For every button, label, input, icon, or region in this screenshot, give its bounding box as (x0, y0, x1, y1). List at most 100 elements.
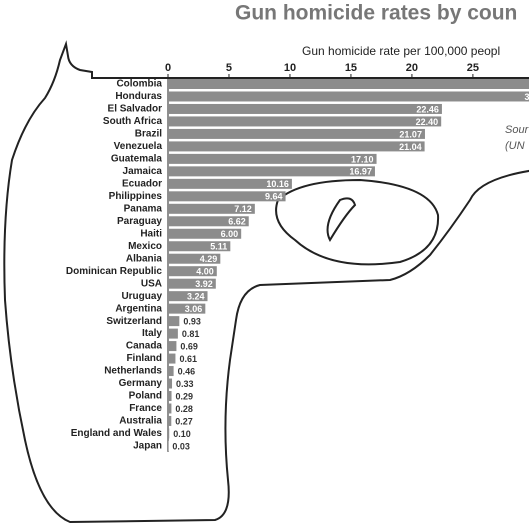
category-label: Italy (142, 328, 162, 339)
bar (168, 228, 242, 239)
value-label: 0.27 (175, 416, 193, 426)
bar (168, 128, 425, 139)
value-label: 0.29 (176, 391, 194, 401)
bar (168, 178, 292, 189)
value-label: 0.33 (176, 379, 194, 389)
category-label: Finland (126, 353, 162, 364)
value-label: 3.06 (185, 304, 203, 314)
category-label: El Salvador (108, 104, 163, 115)
value-label: 6.00 (221, 229, 239, 239)
value-label: 30. (524, 92, 529, 102)
category-label: Mexico (128, 241, 162, 252)
source: (UN (505, 140, 525, 152)
category-label: Brazil (135, 129, 162, 140)
bar (168, 79, 529, 89)
category-label: England and Wales (71, 428, 163, 439)
bar (168, 366, 174, 377)
category-label: Dominican Republic (66, 266, 163, 277)
category-label: Germany (119, 378, 163, 389)
x-tick-label: 10 (284, 62, 296, 74)
value-label: 0.69 (180, 341, 198, 351)
category-label: Netherlands (104, 366, 162, 377)
value-label: 0.03 (172, 441, 190, 451)
category-label: Venezuela (114, 141, 163, 152)
bar (168, 241, 231, 252)
bar (168, 141, 425, 152)
value-label: 7.12 (234, 204, 252, 214)
value-label: 4.29 (200, 254, 218, 264)
category-label: Switzerland (106, 316, 162, 327)
value-label: 16.97 (349, 167, 372, 177)
x-tick-label: 0 (165, 62, 171, 74)
value-label: 22.40 (416, 117, 439, 127)
value-label: 0.61 (179, 354, 197, 364)
bar (168, 291, 208, 302)
category-label: Panama (124, 203, 163, 214)
value-label: 21.07 (399, 129, 422, 139)
x-tick-label: 15 (345, 62, 357, 74)
value-label: 0.46 (178, 366, 196, 376)
category-label: USA (141, 278, 162, 289)
bar (168, 328, 178, 339)
value-label: 6.62 (228, 217, 246, 227)
value-label: 22.46 (416, 104, 439, 114)
bar (168, 316, 180, 327)
category-label: South Africa (103, 116, 163, 127)
x-tick-label: 20 (406, 62, 418, 74)
trigger-guard (275, 178, 440, 266)
value-label: 4.00 (196, 267, 214, 277)
value-label: 0.93 (183, 316, 201, 326)
value-label: 10.16 (266, 179, 289, 189)
category-label: Australia (119, 416, 162, 427)
category-label: Colombia (116, 79, 162, 90)
bar (168, 303, 206, 314)
category-label: Philippines (109, 191, 163, 202)
category-label: Haiti (140, 228, 162, 239)
bar (168, 391, 172, 401)
value-label: 21.04 (399, 142, 422, 152)
axis-label: Gun homicide rate per 100,000 peopl (302, 44, 500, 58)
value-label: 17.10 (351, 154, 374, 164)
bar (168, 216, 249, 227)
gun-outline (3, 40, 529, 524)
category-label: Poland (129, 391, 162, 402)
value-label: 0.10 (173, 429, 191, 439)
x-tick-label: 25 (467, 62, 479, 74)
category-label: Albania (126, 253, 163, 264)
bar (168, 415, 172, 426)
bar (168, 378, 173, 389)
bar (168, 103, 442, 114)
bar (168, 191, 286, 202)
bar (168, 278, 216, 289)
category-label: Jamaica (123, 166, 163, 177)
bar (168, 353, 176, 364)
value-label: 3.24 (187, 292, 205, 302)
category-label: Japan (133, 441, 162, 452)
category-label: France (129, 403, 162, 414)
value-label: 5.11 (210, 242, 227, 252)
bar (168, 428, 170, 439)
category-label: Ecuador (122, 178, 162, 189)
bar (168, 203, 255, 214)
category-label: Paraguay (117, 216, 162, 227)
chart-title: Gun homicide rates by coun (235, 2, 517, 25)
x-tick-label: 5 (226, 62, 232, 74)
category-label: Argentina (115, 303, 162, 314)
bar (168, 403, 172, 414)
value-label: 3.92 (195, 279, 213, 289)
value-label: 9.64 (265, 192, 283, 202)
bar (168, 91, 529, 102)
category-label: Guatemala (111, 154, 163, 165)
category-label: Uruguay (121, 291, 162, 302)
bar (168, 116, 442, 127)
bar (168, 341, 177, 352)
bar (168, 253, 221, 264)
value-label: 0.28 (175, 404, 193, 414)
value-label: 0.81 (182, 329, 200, 339)
category-label: Honduras (115, 91, 162, 102)
category-label: Canada (126, 341, 163, 352)
bar (168, 266, 217, 277)
bar (168, 166, 375, 177)
bar (168, 153, 377, 164)
